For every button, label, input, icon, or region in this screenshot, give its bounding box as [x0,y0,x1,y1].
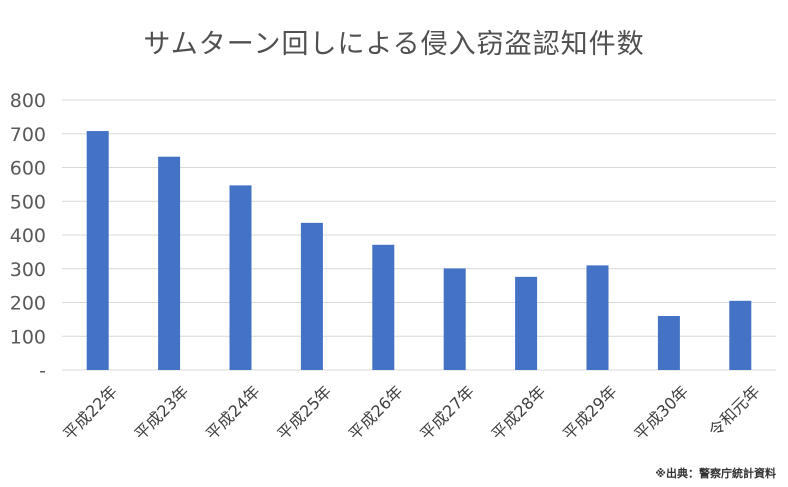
x-axis-ticks: 平成22年 平成23年 平成24年 平成25年 平成26年 平成27年 平成28年 平成29年… [59,382,763,444]
y-tick-label: 100 [10,326,46,348]
chart-title: サムターン回しによる侵入窃盗認知件数 [143,29,645,60]
y-axis-ticks: - 100 200 300 400 500 600 700 800 [10,90,46,382]
y-tick-label: 700 [10,124,46,146]
x-tick-label: 平成22年 [59,382,121,444]
y-tick-label: 800 [10,90,46,112]
x-tick-label: 平成24年 [202,382,264,444]
x-tick-label: 平成30年 [630,382,692,444]
bar [300,222,323,370]
x-tick-label: 平成26年 [345,382,407,444]
y-tick-label: 600 [10,158,46,180]
bars [86,131,752,370]
y-tick-label: - [39,360,46,382]
bar [657,316,680,370]
x-tick-label: 平成27年 [416,382,478,444]
bar [515,276,538,370]
y-tick-label: 400 [10,225,46,247]
bar [443,268,466,370]
x-tick-label: 平成28年 [488,382,550,444]
bar [86,131,109,370]
bar [158,156,181,370]
y-tick-label: 500 [10,191,46,213]
x-tick-label: 平成23年 [131,382,193,444]
y-tick-label: 300 [10,259,46,281]
bar [229,185,252,370]
bar [586,265,609,370]
bar [372,244,395,370]
x-tick-label: 平成29年 [559,382,621,444]
x-tick-label: 令和元年 [705,382,764,441]
grid-lines [62,99,776,371]
y-tick-label: 200 [10,293,46,315]
source-note: ※出典：警察庁統計資料 [655,467,776,480]
x-tick-label: 平成25年 [273,382,335,444]
bar [729,300,752,370]
